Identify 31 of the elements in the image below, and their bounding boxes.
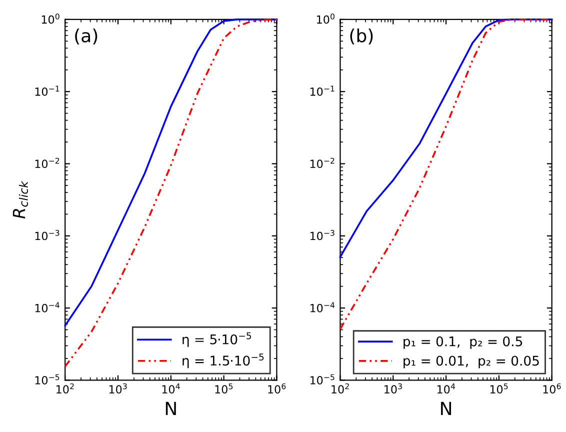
- legend-label: p₁ = 0.01, p₂ = 0.05: [404, 356, 539, 368]
- y-tick-label: 10$^{−3}$: [35, 230, 60, 240]
- y-tick-label: 10$^{−1}$: [35, 86, 60, 96]
- y-axis-title: R$_{click}$: [12, 180, 28, 219]
- x-tick-label: 10$^{4}$: [162, 383, 180, 394]
- legend-label: η = 5·10$^{−5}$: [182, 332, 251, 347]
- legend-label: p₁ = 0.1, p₂ = 0.5: [404, 336, 522, 349]
- x-tick-label: 10$^{5}$: [490, 383, 508, 394]
- y-tick-label: 10$^{−1}$: [310, 86, 334, 96]
- x-tick-label: 10$^{2}$: [56, 383, 74, 394]
- x-tick-label: 10$^{2}$: [332, 383, 349, 394]
- x-axis-title: N: [166, 402, 176, 416]
- y-tick-label: 10$^{−5}$: [35, 374, 60, 384]
- annotation: (b): [350, 28, 373, 45]
- y-tick-label: 10$^{−4}$: [310, 302, 335, 312]
- legend-label: η = 1.5·10$^{−5}$: [182, 354, 264, 368]
- x-tick-label: 10$^{6}$: [268, 383, 286, 394]
- x-tick-label: 10$^{4}$: [437, 383, 456, 394]
- y-tick-label: 10$^{−2}$: [310, 158, 334, 168]
- y-tick-label: 10$^{0}$: [317, 14, 334, 24]
- x-tick-label: 10$^{3}$: [109, 383, 127, 394]
- y-tick-label: 10$^{−5}$: [310, 374, 334, 384]
- y-tick-label: 10$^{0}$: [42, 14, 60, 24]
- y-tick-label: 10$^{−4}$: [35, 302, 60, 312]
- x-tick-label: 10$^{3}$: [384, 383, 402, 394]
- x-axis-title: N: [441, 402, 452, 416]
- annotation: (a): [75, 28, 98, 45]
- x-tick-label: 10$^{5}$: [215, 383, 233, 394]
- x-tick-label: 10$^{6}$: [543, 383, 561, 394]
- y-tick-label: 10$^{−2}$: [35, 158, 60, 168]
- y-tick-label: 10$^{−3}$: [310, 230, 334, 240]
